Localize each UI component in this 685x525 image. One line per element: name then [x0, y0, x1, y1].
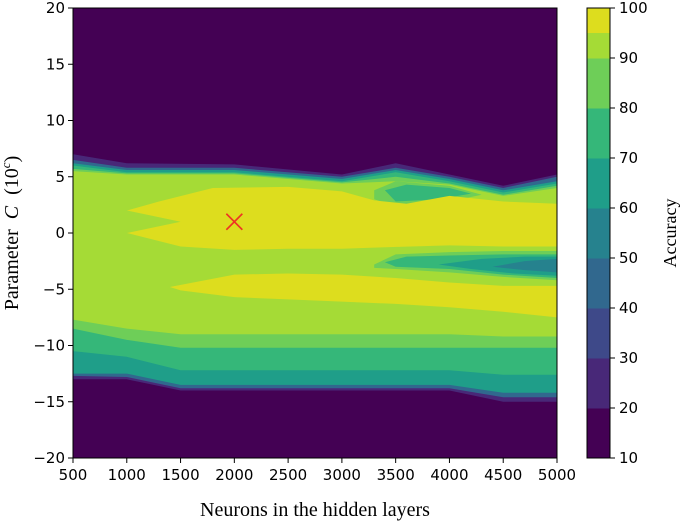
colorbar-band-80: [587, 58, 610, 109]
x-tick-label: 3000: [323, 466, 361, 484]
x-tick-label: 2000: [215, 466, 253, 484]
y-axis-title-open-paren: (: [1, 188, 23, 195]
y-axis-title-close-paren: ): [1, 156, 23, 163]
marker-stroke-2: [225, 213, 243, 231]
x-tick-label: 2500: [269, 466, 307, 484]
y-tick-label: 20: [46, 0, 65, 17]
colorbar-band-90: [587, 33, 610, 58]
y-tick-label: 10: [46, 112, 65, 130]
y-tick-label: 15: [46, 55, 65, 73]
contour-island-50-5: [492, 258, 557, 273]
x-tick-label: 5000: [538, 466, 576, 484]
contour-regions: [73, 154, 557, 402]
colorbar-title: Accuracy: [660, 199, 680, 268]
colorbar-band-95: [587, 8, 610, 33]
y-tick-label: −10: [33, 337, 65, 355]
x-tick-label: 1500: [161, 466, 199, 484]
colorbar-band-50: [587, 208, 610, 259]
colorbar-tick-label: 60: [619, 199, 638, 217]
best-accuracy-marker: [225, 213, 243, 231]
colorbar-tick-label: 20: [619, 399, 638, 417]
colorbar-ticks: 10 20 30 40 50 60 70 80 90 100: [610, 0, 648, 467]
y-tick-label: 0: [55, 224, 65, 242]
contour-island-90-7: [169, 273, 557, 318]
colorbar-band-10: [587, 408, 610, 459]
colorbar-tick-label: 100: [619, 0, 648, 17]
colorbar-tick-label: 10: [619, 449, 638, 467]
colorbar-tick-label: 50: [619, 249, 638, 267]
y-axis-title: Parameter C (10c): [0, 156, 23, 311]
colorbar-band-20: [587, 358, 610, 409]
x-axis-ticks: 500 1000 1500 2000 2500 3000 3500 4000 4500 5000: [59, 458, 576, 484]
x-axis-title: Neurons in the hidden layers: [200, 499, 430, 521]
x-tick-label: 4000: [430, 466, 468, 484]
contour-island-90-6: [126, 186, 557, 250]
y-axis-title-unit-exp: c: [0, 162, 13, 168]
colorbar-frame: [586, 7, 611, 459]
x-tick-label: 3500: [377, 466, 415, 484]
y-axis-title-symbol: C: [1, 205, 23, 219]
y-axis-title-text: Parameter: [1, 229, 23, 310]
colorbar-band-30: [587, 308, 610, 359]
y-axis-title-unit-base: 10: [1, 168, 23, 188]
best-marker-layer: [225, 213, 243, 231]
colorbar-tick-label: 40: [619, 299, 638, 317]
y-tick-label: −20: [33, 449, 65, 467]
y-tick-label: 5: [55, 168, 65, 186]
colorbar-band-70: [587, 108, 610, 159]
colorbar-band-60: [587, 158, 610, 209]
colorbar-band-40: [587, 258, 610, 309]
y-tick-label: −15: [33, 393, 65, 411]
y-tick-label: −5: [43, 280, 65, 298]
colorbar-tick-label: 30: [619, 349, 638, 367]
x-tick-label: 500: [59, 466, 88, 484]
x-tick-label: 1000: [108, 466, 146, 484]
colorbar-tick-label: 80: [619, 99, 638, 117]
y-axis-ticks: 20 15 10 5 0 −5 −10 −15 −20: [33, 0, 73, 467]
colorbar-tick-label: 90: [619, 49, 638, 67]
colorbar: [587, 8, 610, 459]
x-tick-label: 4500: [484, 466, 522, 484]
colorbar-tick-label: 70: [619, 149, 638, 167]
